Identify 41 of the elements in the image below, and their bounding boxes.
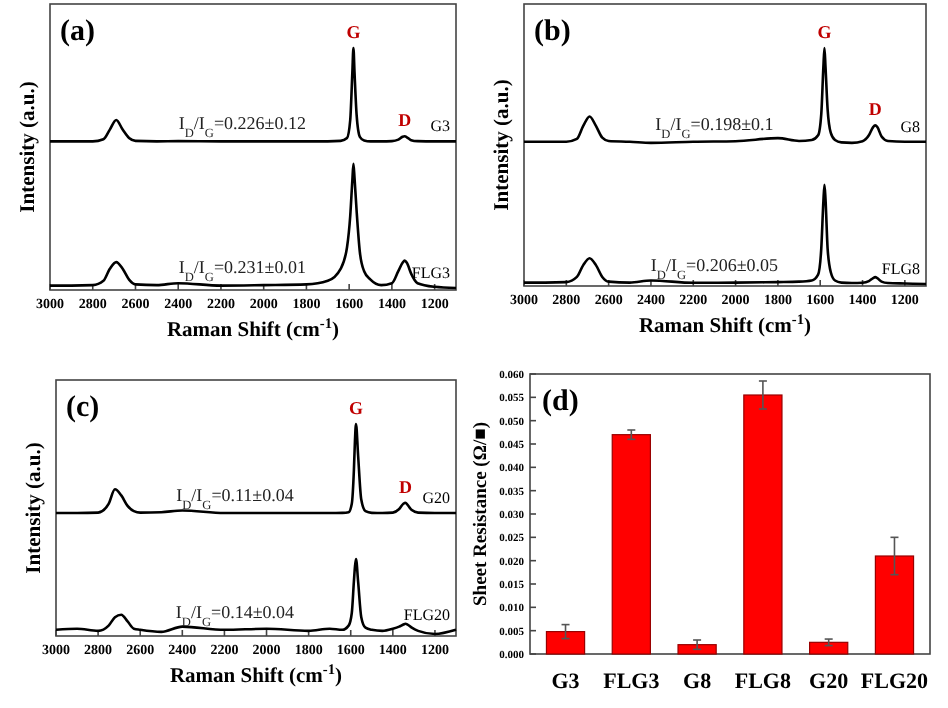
chart-title: (d) bbox=[542, 386, 579, 418]
x-tick-label: FLG8 bbox=[734, 670, 792, 694]
y-axis-title: Intensity (a.u.) bbox=[18, 80, 40, 213]
annotation: G bbox=[817, 22, 832, 42]
annotation: I$_{D}$/I$_{G}$=0.231±0.01 bbox=[178, 257, 306, 285]
x-axis-title: Raman Shift (cm$^{-1}$) bbox=[166, 313, 341, 342]
annotation: I$_{D}$/I$_{G}$=0.198±0.1 bbox=[655, 113, 774, 141]
chart-title: (c) bbox=[66, 392, 100, 424]
y-axis-title: Sheet Resistance (Ω/■) bbox=[472, 422, 492, 606]
x-tick-label: G20 bbox=[809, 670, 850, 694]
series-label: G3 bbox=[430, 117, 450, 136]
annotation: G bbox=[346, 22, 361, 42]
chart-title: (b) bbox=[534, 16, 571, 48]
bar bbox=[743, 394, 783, 655]
x-axis-title: Raman Shift (cm$^{-1}$) bbox=[169, 659, 344, 688]
series-label: G20 bbox=[422, 489, 450, 508]
annotation: G bbox=[348, 398, 364, 418]
y-axis-title: Intensity (a.u.) bbox=[492, 78, 514, 211]
chart-title: (a) bbox=[60, 16, 95, 48]
series-label: FLG20 bbox=[403, 605, 450, 624]
x-tick-label: FLG3 bbox=[603, 670, 661, 694]
annotation: D bbox=[868, 99, 883, 120]
bar bbox=[545, 631, 586, 655]
annotation: I$_{D}$/I$_{G}$=0.14±0.04 bbox=[175, 601, 296, 629]
x-tick-label: G3 bbox=[551, 670, 581, 694]
series-label: G8 bbox=[900, 117, 920, 136]
series-label: FLG8 bbox=[881, 260, 920, 278]
x-tick-label: FLG20 bbox=[860, 670, 930, 694]
annotation: I$_{D}$/I$_{G}$=0.11±0.04 bbox=[176, 485, 295, 513]
bar bbox=[809, 641, 849, 655]
annotation: D bbox=[398, 476, 413, 497]
bar bbox=[874, 555, 915, 655]
x-tick-label: G8 bbox=[683, 670, 713, 694]
annotation: I$_{D}$/I$_{G}$=0.226±0.12 bbox=[178, 113, 306, 141]
series-label: FLG3 bbox=[411, 264, 450, 282]
bar bbox=[611, 434, 651, 655]
annotation: D bbox=[398, 110, 413, 131]
y-axis-title: Intensity (a.u.) bbox=[24, 441, 46, 574]
annotation: I$_{D}$/I$_{G}$=0.206±0.05 bbox=[650, 254, 780, 282]
bar bbox=[677, 644, 717, 655]
x-axis-title: Raman Shift (cm$^{-1}$) bbox=[638, 309, 813, 338]
